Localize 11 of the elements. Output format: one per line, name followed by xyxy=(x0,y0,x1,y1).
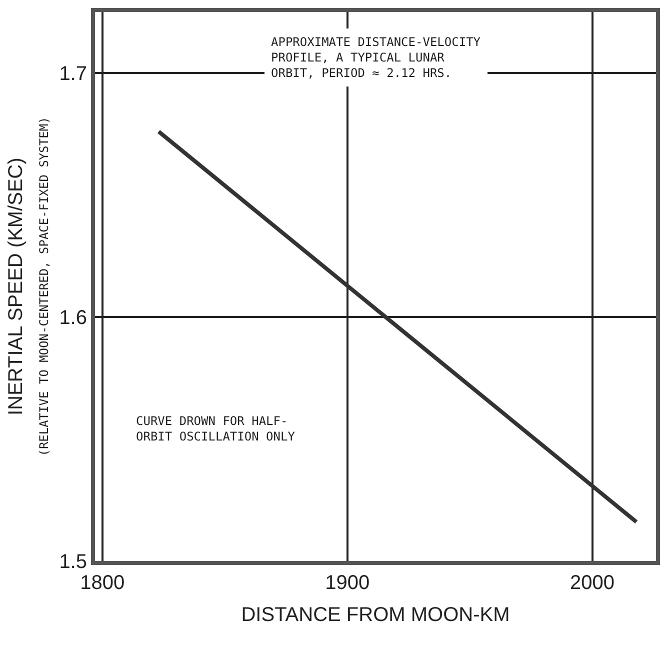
x-axis-title: DISTANCE FROM MOON-KM xyxy=(241,604,510,626)
y-tick-label: 1.7 xyxy=(59,63,87,85)
x-tick-label: 1900 xyxy=(325,572,370,594)
x-tick-label: 2000 xyxy=(570,572,615,594)
x-tick-label: 1800 xyxy=(80,572,125,594)
annotation: CURVE DROWN FOR HALF- ORBIT OSCILLATION ONLY xyxy=(136,414,296,444)
y-axis-title: INERTIAL SPEED (KM/SEC) xyxy=(5,158,28,416)
text: (RELATIVE TO MOON-CENTERED, SPACE-FIXED SYSTEM) xyxy=(37,116,52,456)
y-tick-label: 1.6 xyxy=(59,307,87,329)
y-tick-label: 1.5 xyxy=(59,551,87,573)
annotation: APPROXIMATE DISTANCE-VELOCITY PROFILE, A TYPICAL LUNAR ORBIT, PERIOD ≈ 2.12 HRS. xyxy=(271,35,482,80)
